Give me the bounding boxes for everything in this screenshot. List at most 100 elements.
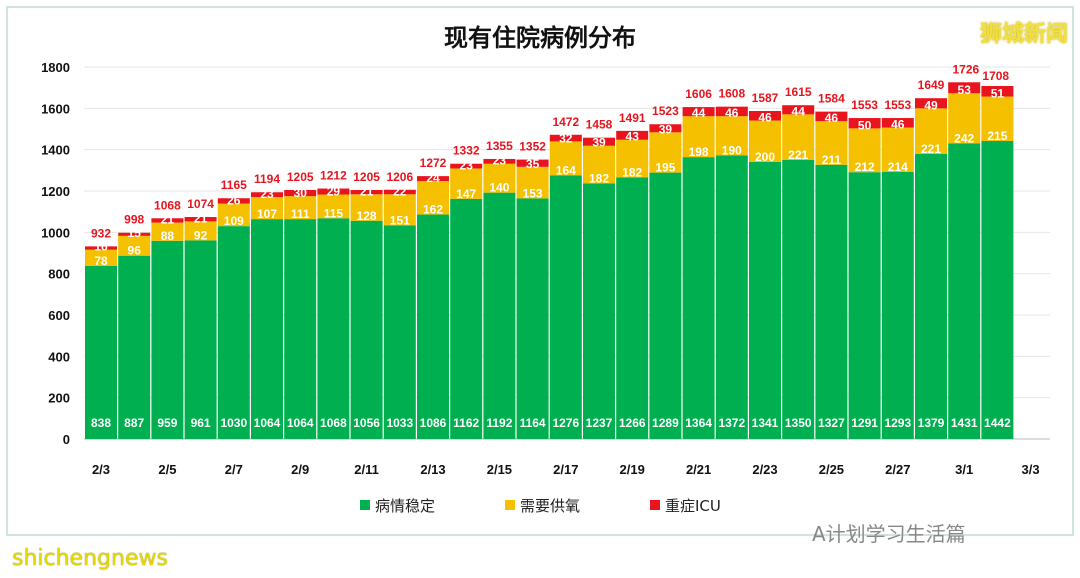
segment-label: 32: [559, 131, 573, 145]
bar-segment: [251, 196, 283, 220]
total-label: 1708: [982, 69, 1009, 83]
segment-label: 46: [825, 111, 839, 125]
total-label: 1332: [453, 144, 480, 158]
bar-segment: [85, 246, 117, 250]
legend-swatch: [505, 500, 515, 510]
segment-label: 887: [124, 416, 144, 430]
watermark-bottom-left: shichengnews: [12, 546, 168, 571]
x-tick-label: 2/13: [420, 462, 445, 477]
segment-label: 46: [758, 111, 772, 125]
total-label: 1355: [486, 139, 513, 153]
total-label: 1352: [519, 140, 546, 154]
x-tick-label: 2/21: [686, 462, 711, 477]
y-tick-label: 1200: [41, 184, 70, 199]
total-label: 1553: [884, 98, 911, 112]
segment-label: 39: [592, 136, 606, 150]
bar-segment: [848, 118, 881, 129]
bar-segment: [251, 219, 283, 439]
bar-segment: [981, 140, 1014, 439]
segment-label: 1162: [453, 416, 479, 430]
bar-segment: [948, 82, 981, 94]
segment-label: 96: [128, 244, 142, 258]
segment-label: 30: [294, 186, 308, 200]
total-label: 1205: [287, 170, 314, 184]
bar-segment: [782, 105, 815, 115]
bar-segment: [217, 226, 250, 439]
segment-label: 16: [94, 240, 108, 254]
segment-label: 959: [157, 416, 177, 430]
segment-label: 198: [689, 145, 709, 159]
segment-label: 200: [755, 150, 775, 164]
bar-segment: [350, 189, 383, 195]
bar-segment: [649, 124, 682, 133]
bar-segment: [549, 175, 582, 439]
segment-label: 214: [888, 160, 908, 174]
segment-label: 961: [191, 416, 211, 430]
segment-label: 1033: [386, 416, 413, 430]
bar-segment: [350, 220, 383, 439]
bar-segment: [815, 111, 848, 122]
bar-segment: [516, 198, 549, 439]
segment-label: 1291: [851, 416, 878, 430]
bar-segment: [682, 116, 715, 158]
total-label: 1491: [619, 111, 646, 125]
segment-label: 50: [858, 118, 872, 132]
segment-label: 1276: [552, 416, 579, 430]
total-label: 1205: [353, 170, 380, 184]
x-tick-label: 2/7: [225, 462, 243, 477]
bar-segment: [815, 164, 848, 439]
x-tick-label: 2/27: [885, 462, 910, 477]
segment-label: 242: [954, 131, 974, 145]
bar-segment: [616, 139, 649, 178]
bar-segment: [118, 232, 151, 236]
total-label: 1615: [785, 85, 812, 99]
bar-segment: [583, 183, 615, 439]
total-label: 1068: [154, 198, 181, 212]
segment-label: 22: [393, 184, 407, 198]
segment-label: 153: [523, 186, 543, 200]
total-label: 1553: [851, 98, 878, 112]
segment-label: 111: [291, 207, 310, 221]
segment-label: 1431: [951, 416, 978, 430]
segment-label: 1372: [718, 416, 745, 430]
bar-segment: [815, 121, 848, 165]
bar-segment: [881, 118, 914, 128]
legend-label: 需要供氧: [520, 497, 580, 515]
legend-label: 重症ICU: [665, 497, 721, 515]
segment-label: 21: [194, 211, 208, 225]
total-label: 1472: [552, 115, 579, 129]
bar-segment: [184, 217, 217, 222]
bar-segment: [483, 163, 516, 193]
segment-label: 24: [426, 171, 440, 185]
segment-label: 21: [161, 213, 175, 227]
y-tick-label: 200: [48, 391, 70, 406]
bar-segment: [516, 166, 549, 199]
segment-label: 23: [493, 154, 507, 168]
bar-segment: [981, 96, 1014, 141]
total-label: 1212: [320, 169, 347, 183]
x-tick-label: 2/3: [92, 462, 110, 477]
bar-segment: [848, 128, 881, 173]
total-label: 932: [91, 226, 111, 240]
bar-segment: [749, 161, 781, 440]
bar-segment: [715, 155, 748, 439]
y-tick-label: 1400: [41, 143, 70, 158]
segment-label: 88: [161, 229, 175, 243]
total-label: 1074: [187, 197, 214, 211]
segment-label: 1364: [685, 416, 712, 430]
bar-segment: [749, 120, 781, 162]
segment-label: 140: [489, 181, 509, 195]
segment-label: 107: [257, 207, 277, 221]
segment-label: 109: [224, 214, 244, 228]
x-tick-label: 2/11: [354, 462, 379, 477]
bar-segment: [251, 192, 283, 197]
bar-segment: [450, 168, 483, 199]
bar-segment: [549, 141, 582, 176]
segment-label: 1327: [818, 416, 845, 430]
y-tick-label: 1800: [41, 60, 70, 75]
bar-segment: [217, 198, 250, 204]
legend-swatch: [360, 500, 370, 510]
total-label: 1523: [652, 104, 679, 118]
bar-segment: [383, 189, 416, 195]
